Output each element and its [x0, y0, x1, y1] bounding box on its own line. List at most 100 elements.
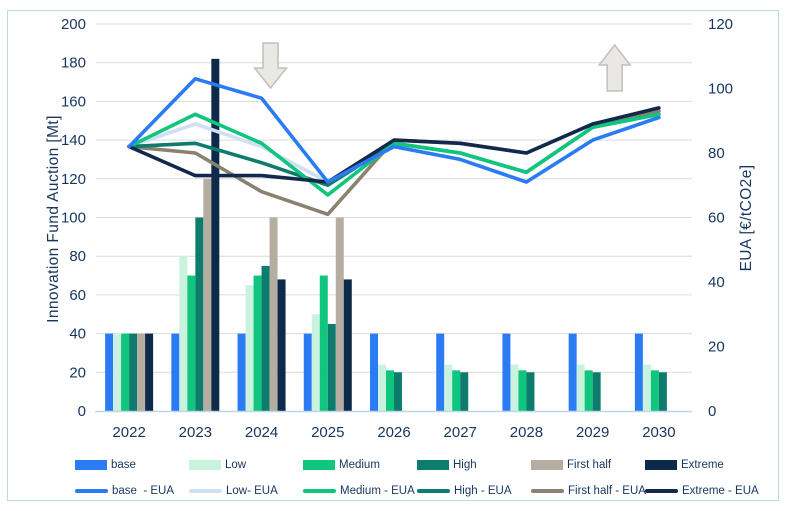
- bar-low-2028: [510, 364, 519, 411]
- right-axis-tick-60: 60: [708, 210, 725, 227]
- arrow-down-icon: [252, 42, 289, 90]
- bar-medium-2023: [187, 275, 196, 411]
- legend-bar-swatch-medium: [303, 460, 335, 470]
- legend-item-extreme-eua: Extreme - EUA: [645, 484, 759, 498]
- left-axis-tick-120: 120: [61, 171, 86, 188]
- bar-base-2022: [105, 333, 114, 411]
- legend-item-first-half: First half: [531, 458, 611, 472]
- bar-low-2029: [576, 364, 585, 411]
- left-axis-title: Innovation Fund Auction [Mt]: [45, 115, 62, 323]
- year-label-2024: 2024: [245, 424, 278, 441]
- bar-first-half-2024: [269, 217, 278, 411]
- bar-extreme-2023: [211, 58, 220, 412]
- legend-line-swatch-extreme-eua: [645, 489, 678, 493]
- legend-label: Low- EUA: [226, 485, 278, 497]
- right-axis-tick-100: 100: [708, 81, 733, 98]
- bar-medium-2027: [452, 370, 461, 411]
- bar-extreme-2025: [343, 279, 352, 411]
- legend-item-extreme: Extreme: [645, 458, 724, 472]
- legend-bar-swatch-high: [417, 460, 449, 470]
- legend-item-high-eua: High - EUA: [417, 484, 512, 498]
- year-label-2028: 2028: [510, 424, 543, 441]
- bar-high-2025: [327, 323, 336, 411]
- legend-bar-swatch-first-half: [531, 460, 563, 470]
- bar-first-half-2025: [335, 217, 344, 411]
- left-axis-tick-80: 80: [69, 248, 86, 265]
- left-axis-tick-40: 40: [69, 326, 86, 343]
- line-medium-eua: [127, 112, 661, 197]
- bar-extreme-2022: [145, 333, 154, 411]
- legend-label: base: [111, 459, 136, 471]
- legend-line-swatch-first-half-eua: [531, 489, 564, 493]
- legend-label: Extreme: [681, 459, 724, 471]
- legend-line-swatch-low-eua: [189, 489, 222, 493]
- year-label-2026: 2026: [377, 424, 410, 441]
- legend-line-swatch-medium-eua: [303, 489, 336, 493]
- legend-item-base: base: [75, 458, 136, 472]
- bar-medium-2030: [650, 370, 659, 411]
- bar-medium-2028: [518, 370, 527, 411]
- bar-base-2029: [568, 333, 577, 411]
- bar-low-2025: [311, 314, 320, 411]
- legend-line-swatch-high-eua: [417, 489, 450, 493]
- bar-base-2025: [303, 333, 312, 411]
- year-label-2027: 2027: [444, 424, 477, 441]
- right-axis-tick-20: 20: [708, 339, 725, 356]
- bar-high-2022: [129, 333, 138, 411]
- bar-low-2024: [245, 285, 254, 411]
- bar-medium-2029: [584, 370, 593, 411]
- bar-low-2030: [642, 364, 651, 411]
- right-axis-tick-40: 40: [708, 274, 725, 291]
- bar-first-half-2022: [137, 333, 146, 411]
- bar-base-2024: [237, 333, 246, 411]
- bar-high-2026: [394, 372, 402, 411]
- legend-item-high: High: [417, 458, 477, 472]
- bar-high-2023: [195, 217, 204, 411]
- bar-high-2029: [592, 372, 601, 411]
- year-label-2030: 2030: [642, 424, 675, 441]
- legend-item-base-eua: base - EUA: [75, 484, 174, 498]
- bar-first-half-2023: [203, 178, 212, 411]
- bar-base-2028: [502, 333, 511, 411]
- bar-high-2027: [460, 372, 469, 411]
- legend-label: High - EUA: [454, 485, 512, 497]
- left-axis-tick-160: 160: [61, 93, 86, 110]
- bar-high-2030: [658, 372, 667, 411]
- left-axis-tick-0: 0: [78, 403, 86, 420]
- right-axis-title: EUA [€/tCO2e]: [738, 164, 755, 272]
- bar-base-2030: [634, 333, 643, 411]
- year-label-2029: 2029: [576, 424, 609, 441]
- legend-item-first-half-eua: First half - EUA: [531, 484, 646, 498]
- legend-bar-swatch-extreme: [645, 460, 677, 470]
- bar-high-2028: [526, 372, 535, 411]
- bar-low-2027: [444, 364, 453, 411]
- line-base-eua: [127, 77, 661, 184]
- year-label-2022: 2022: [112, 424, 145, 441]
- legend-item-medium: Medium: [303, 458, 380, 472]
- bar-medium-2026: [386, 370, 394, 411]
- left-axis-tick-140: 140: [61, 132, 86, 149]
- arrow-up-icon: [597, 43, 632, 92]
- legend-label: base - EUA: [112, 485, 174, 497]
- bar-low-2022: [113, 333, 122, 411]
- legend-bar-swatch-low: [189, 460, 221, 470]
- bar-base-2026: [370, 333, 378, 411]
- legend-item-low: Low: [189, 458, 246, 472]
- left-axis-tick-100: 100: [61, 210, 86, 227]
- legend-bar-swatch-base: [75, 460, 107, 470]
- bar-low-2023: [179, 256, 188, 411]
- legend-label: Low: [225, 459, 247, 471]
- year-label-2023: 2023: [179, 424, 212, 441]
- legend-label: Medium: [339, 459, 380, 471]
- bar-low-2026: [378, 364, 386, 411]
- legend-item-low-eua: Low- EUA: [189, 484, 278, 498]
- legend-label: Extreme - EUA: [682, 485, 759, 497]
- legend-label: High: [453, 459, 477, 471]
- legend-label: First half - EUA: [568, 485, 646, 497]
- bar-base-2023: [171, 333, 180, 411]
- year-label-2025: 2025: [311, 424, 344, 441]
- right-axis-tick-80: 80: [708, 145, 725, 162]
- legend-item-medium-eua: Medium - EUA: [303, 484, 415, 498]
